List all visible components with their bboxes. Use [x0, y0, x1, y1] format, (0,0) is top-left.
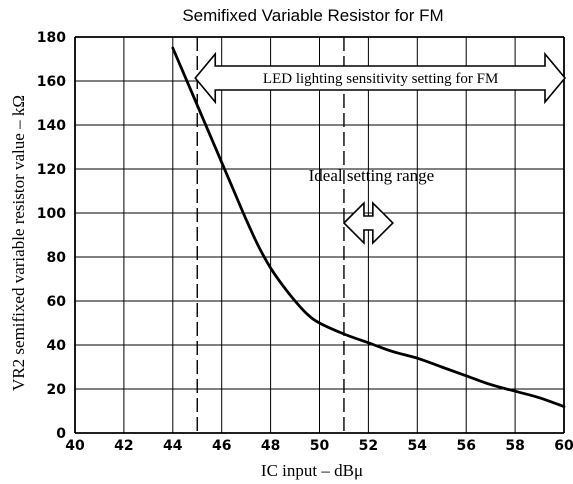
- grid: [74, 36, 565, 434]
- x-tick-label: 44: [163, 438, 183, 454]
- x-tick-label: 60: [554, 438, 573, 454]
- chart-title: Semifixed Variable Resistor for FM: [182, 6, 443, 25]
- ideal-range-arrow: [342, 201, 394, 245]
- y-tick-label: 60: [47, 294, 67, 310]
- series-group: [171, 46, 566, 408]
- y-tick-label: 0: [56, 426, 66, 442]
- y-tick-label: 20: [47, 382, 67, 398]
- sensitivity-range-arrow: [194, 51, 567, 105]
- x-tick-label: 42: [114, 438, 133, 454]
- y-tick-label: 180: [37, 30, 66, 46]
- y-axis-label: VR2 semifixed variable resistor value – …: [9, 95, 28, 391]
- x-axis-label: IC input – dBμ: [261, 461, 363, 480]
- y-tick-label: 80: [47, 250, 67, 266]
- annotation-arrows: LED lighting sensitivity setting for FM I…: [194, 51, 567, 245]
- y-tick-label: 160: [37, 74, 66, 90]
- ideal-range-label: Ideal setting range: [309, 166, 435, 185]
- x-tick-label: 40: [65, 438, 85, 454]
- x-tick-label: 58: [505, 438, 524, 454]
- x-tick-labels: 40 42 44 46 48 50 52 54 56 58 60: [65, 438, 573, 454]
- y-tick-label: 40: [47, 338, 67, 354]
- y-tick-label: 140: [37, 118, 66, 134]
- y-tick-label: 100: [37, 206, 66, 222]
- x-tick-label: 46: [212, 438, 231, 454]
- resistance-curve: [171, 46, 566, 408]
- x-tick-label: 54: [408, 438, 428, 454]
- y-tick-label: 120: [37, 162, 66, 178]
- sensitivity-range-label: LED lighting sensitivity setting for FM: [263, 71, 498, 87]
- x-tick-label: 56: [456, 438, 475, 454]
- x-tick-label: 48: [261, 438, 280, 454]
- x-tick-label: 50: [310, 438, 330, 454]
- y-tick-labels: 0 20 40 60 80 100 120 140 160 180: [37, 30, 66, 442]
- x-tick-label: 52: [359, 438, 378, 454]
